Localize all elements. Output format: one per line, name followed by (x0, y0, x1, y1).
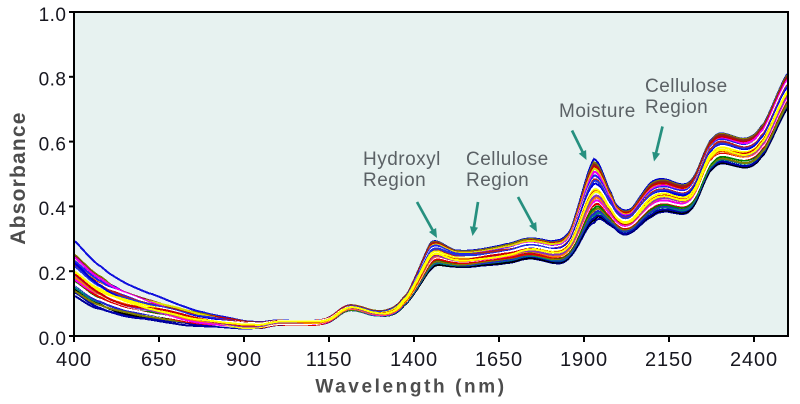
svg-text:Region: Region (363, 170, 426, 191)
svg-text:0.0: 0.0 (39, 329, 67, 350)
svg-text:0.6: 0.6 (39, 134, 67, 155)
svg-text:1900: 1900 (560, 349, 608, 371)
svg-text:0.4: 0.4 (39, 199, 67, 220)
svg-text:0.2: 0.2 (39, 264, 67, 285)
svg-text:0.8: 0.8 (39, 70, 67, 91)
svg-text:Absorbance: Absorbance (7, 111, 30, 244)
svg-text:1.0: 1.0 (39, 5, 67, 26)
svg-text:Cellulose: Cellulose (466, 149, 549, 170)
svg-text:Moisture: Moisture (559, 101, 636, 122)
svg-text:Region: Region (645, 97, 708, 118)
svg-text:1150: 1150 (306, 349, 353, 371)
svg-text:650: 650 (141, 349, 177, 371)
svg-text:400: 400 (56, 349, 92, 371)
svg-text:1400: 1400 (390, 349, 438, 371)
svg-text:Hydroxyl: Hydroxyl (363, 149, 441, 170)
svg-text:2400: 2400 (730, 349, 778, 371)
svg-text:2150: 2150 (645, 349, 693, 371)
svg-text:Cellulose: Cellulose (645, 76, 728, 97)
svg-text:1650: 1650 (475, 349, 523, 371)
svg-text:Region: Region (466, 170, 529, 191)
svg-text:900: 900 (226, 349, 262, 371)
svg-text:Wavelength (nm): Wavelength (nm) (315, 377, 506, 398)
